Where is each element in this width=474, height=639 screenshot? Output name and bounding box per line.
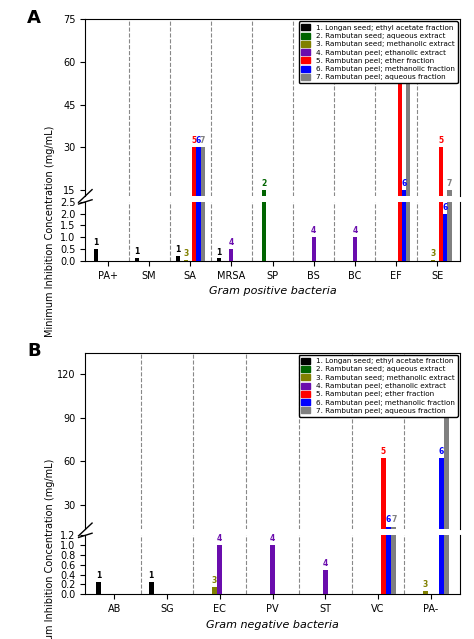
Text: 1: 1 <box>149 571 154 580</box>
Bar <box>201 148 205 233</box>
Text: 4: 4 <box>270 534 275 543</box>
Text: 6: 6 <box>196 136 201 146</box>
Text: 7: 7 <box>444 356 449 365</box>
Bar <box>270 545 275 594</box>
Bar <box>447 0 452 261</box>
Text: 1: 1 <box>134 247 139 256</box>
Bar <box>176 256 180 261</box>
Text: 6: 6 <box>401 179 407 188</box>
Bar <box>391 527 396 548</box>
Bar <box>438 0 444 594</box>
Bar <box>96 582 101 594</box>
Text: 4: 4 <box>311 226 316 235</box>
Text: B: B <box>27 342 41 360</box>
Bar <box>192 148 196 233</box>
Text: 1: 1 <box>93 238 98 247</box>
Bar <box>201 0 205 261</box>
Bar <box>93 249 98 261</box>
Text: 2: 2 <box>262 179 267 188</box>
Bar <box>262 0 266 261</box>
Bar <box>217 258 221 261</box>
Bar <box>386 0 391 594</box>
Bar <box>443 227 447 233</box>
Text: 5: 5 <box>398 43 403 52</box>
Text: 1: 1 <box>96 571 101 580</box>
Bar <box>149 582 154 594</box>
Text: 3: 3 <box>212 576 217 585</box>
Bar <box>212 587 217 594</box>
Bar <box>353 230 357 233</box>
Bar <box>431 259 435 261</box>
Bar <box>311 230 316 233</box>
Bar <box>439 0 443 261</box>
Text: A: A <box>27 8 41 27</box>
Text: 7: 7 <box>391 516 397 525</box>
Bar <box>229 231 234 233</box>
Bar <box>353 237 357 261</box>
Y-axis label: Minimum Inhibition Concentration (mg/mL): Minimum Inhibition Concentration (mg/mL) <box>45 126 55 337</box>
Bar <box>402 0 406 261</box>
Bar <box>196 0 201 261</box>
X-axis label: Gram positive bacteria: Gram positive bacteria <box>209 286 337 296</box>
Text: 6: 6 <box>443 203 448 212</box>
Bar <box>443 213 447 261</box>
Bar <box>386 527 391 548</box>
Bar <box>135 258 139 261</box>
Text: 3: 3 <box>430 249 436 258</box>
Bar <box>381 0 386 594</box>
Bar <box>444 0 449 594</box>
Bar <box>229 249 234 261</box>
Text: 4: 4 <box>352 226 357 235</box>
Bar <box>391 0 396 594</box>
Bar <box>402 190 406 233</box>
X-axis label: Gram negative bacteria: Gram negative bacteria <box>206 620 339 629</box>
Text: 5: 5 <box>192 136 197 146</box>
Text: 4: 4 <box>229 238 234 247</box>
Bar <box>262 190 266 233</box>
Text: 6: 6 <box>439 447 444 456</box>
Bar <box>217 547 222 548</box>
Bar <box>423 590 428 594</box>
Text: 7: 7 <box>447 179 452 188</box>
Bar <box>406 0 410 261</box>
Text: 3: 3 <box>183 249 189 258</box>
Bar <box>323 570 328 594</box>
Text: 1: 1 <box>217 248 222 257</box>
Legend: 1. Longan seed; ethyl acetate fraction, 2. Rambutan seed; aqueous extract, 3. Ra: 1. Longan seed; ethyl acetate fraction, … <box>299 21 457 83</box>
Text: 5: 5 <box>439 136 444 146</box>
Bar <box>444 367 449 548</box>
Text: 5: 5 <box>381 447 386 456</box>
Bar <box>398 0 402 261</box>
Text: 6: 6 <box>386 516 391 525</box>
Bar <box>196 148 201 233</box>
Bar <box>381 458 386 548</box>
Bar <box>93 231 98 233</box>
Bar <box>217 545 222 594</box>
Y-axis label: Minimum Inhibition Concentration (mg/mL): Minimum Inhibition Concentration (mg/mL) <box>45 459 55 639</box>
Text: 7: 7 <box>200 136 205 146</box>
Bar <box>447 190 452 233</box>
Bar <box>311 237 316 261</box>
Text: 4: 4 <box>217 534 222 543</box>
Bar <box>438 458 444 548</box>
Text: 7: 7 <box>406 43 411 52</box>
Bar <box>270 547 275 548</box>
Legend: 1. Longan seed; ethyl acetate fraction, 2. Rambutan seed; aqueous extract, 3. Ra: 1. Longan seed; ethyl acetate fraction, … <box>299 355 457 417</box>
Bar <box>439 148 443 233</box>
Text: 1: 1 <box>175 245 181 254</box>
Text: 3: 3 <box>423 580 428 589</box>
Text: 4: 4 <box>323 559 328 568</box>
Bar <box>406 55 410 233</box>
Bar <box>192 0 196 261</box>
Bar <box>398 55 402 233</box>
Bar <box>184 259 188 261</box>
